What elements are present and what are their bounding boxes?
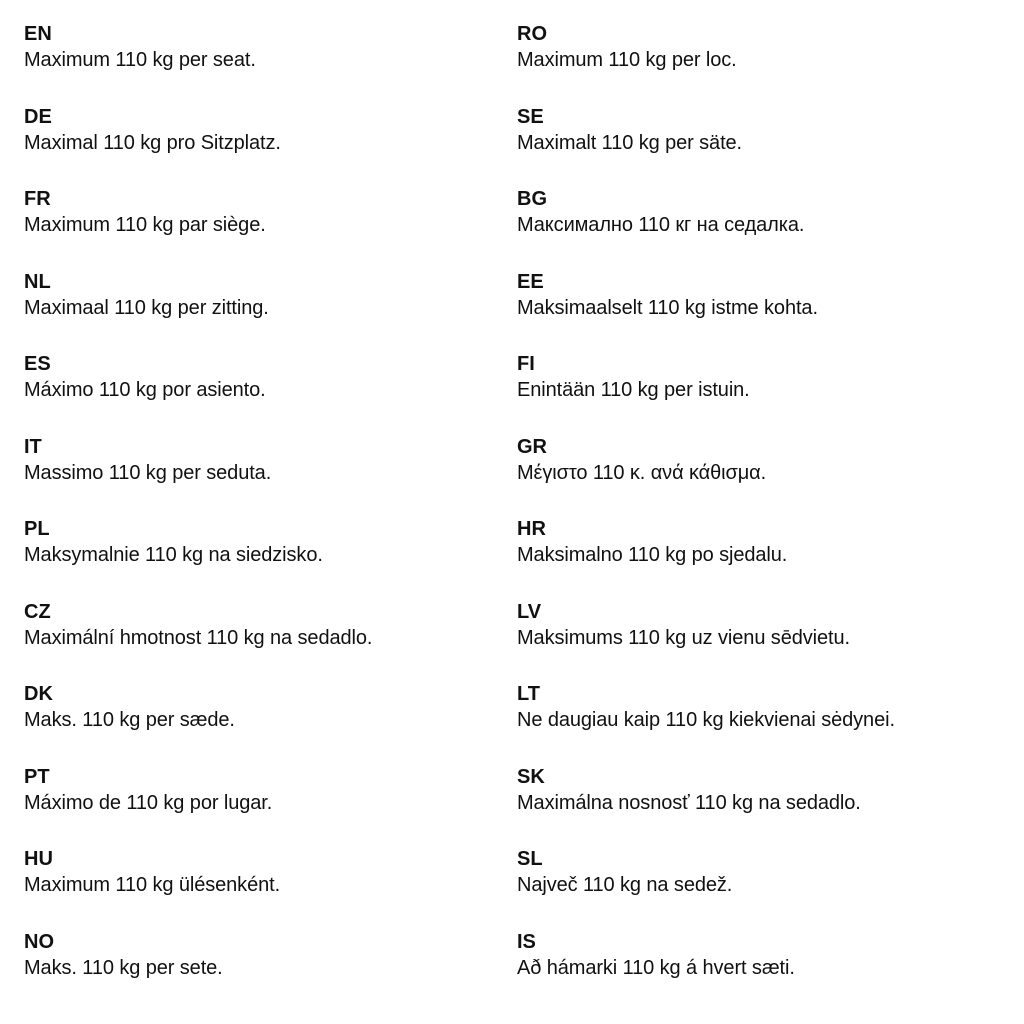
language-entry: HU Maximum 110 kg ülésenként. bbox=[24, 847, 372, 930]
weight-limit-text: Μέγιστο 110 κ. ανά κάθισμα. bbox=[517, 461, 767, 484]
language-code: LT bbox=[517, 683, 540, 705]
language-code: ES bbox=[24, 353, 51, 375]
weight-limit-text: Maksymalnie 110 kg na siedzisko. bbox=[24, 544, 323, 566]
language-code: RO bbox=[517, 23, 547, 45]
weight-limit-text: Максимално 110 кг на седалка. bbox=[517, 214, 805, 236]
weight-limit-text: Maximum 110 kg ülésenként. bbox=[24, 874, 281, 896]
language-entry: BG Максимално 110 кг на седалка. bbox=[517, 187, 895, 270]
language-code: GR bbox=[517, 435, 547, 458]
left-column: EN Maximum 110 kg per seat. DE Maximal 110 … bbox=[24, 22, 372, 1012]
language-code: EN bbox=[24, 23, 52, 45]
language-entry: LV Maksimums 110 kg uz vienu sēdvietu. bbox=[517, 600, 895, 683]
language-entry: IT Massimo 110 kg per seduta. bbox=[24, 435, 372, 518]
language-code: DE bbox=[24, 105, 52, 128]
weight-limit-text: Massimo 110 kg per seduta. bbox=[24, 461, 272, 484]
language-code: CZ bbox=[24, 600, 51, 623]
language-code: BG bbox=[517, 188, 547, 210]
language-code: FI bbox=[517, 353, 535, 375]
language-code: IT bbox=[24, 435, 42, 458]
weight-limit-text: Največ 110 kg na sedež. bbox=[517, 874, 733, 896]
weight-limit-text: Maximalt 110 kg per säte. bbox=[517, 131, 743, 154]
weight-limit-text: Maximum 110 kg per loc. bbox=[517, 49, 737, 71]
language-entry: NO Maks. 110 kg per sete. bbox=[24, 930, 372, 1013]
language-entry: EE Maksimaalselt 110 kg istme kohta. bbox=[517, 270, 895, 353]
weight-limit-text: Maximal 110 kg pro Sitzplatz. bbox=[24, 131, 281, 154]
language-entry: FI Enintään 110 kg per istuin. bbox=[517, 352, 895, 435]
language-entry: RO Maximum 110 kg per loc. bbox=[517, 22, 895, 105]
weight-limit-text: Enintään 110 kg per istuin. bbox=[517, 379, 750, 401]
language-entry: SK Maximálna nosnosť 110 kg na sedadlo. bbox=[517, 765, 895, 848]
language-entry: NL Maximaal 110 kg per zitting. bbox=[24, 270, 372, 353]
weight-limit-text: Ne daugiau kaip 110 kg kiekvienai sėdyne… bbox=[517, 709, 895, 731]
language-code: SE bbox=[517, 105, 544, 128]
weight-limit-text: Að hámarki 110 kg á hvert sæti. bbox=[517, 956, 795, 979]
language-entry: DK Maks. 110 kg per sæde. bbox=[24, 682, 372, 765]
weight-limit-text: Maximální hmotnost 110 kg na sedadlo. bbox=[24, 626, 373, 649]
language-code: PL bbox=[24, 518, 50, 540]
language-entry: SL Največ 110 kg na sedež. bbox=[517, 847, 895, 930]
language-code: HR bbox=[517, 518, 546, 540]
weight-limit-text: Maks. 110 kg per sæde. bbox=[24, 709, 235, 731]
language-code: DK bbox=[24, 683, 53, 705]
weight-limit-text: Maximum 110 kg par siège. bbox=[24, 214, 266, 236]
language-entry: PL Maksymalnie 110 kg na siedzisko. bbox=[24, 517, 372, 600]
weight-limit-text: Maximum 110 kg per seat. bbox=[24, 49, 256, 71]
language-entry: FR Maximum 110 kg par siège. bbox=[24, 187, 372, 270]
language-entry: LT Ne daugiau kaip 110 kg kiekvienai sėdy… bbox=[517, 682, 895, 765]
language-code: HU bbox=[24, 848, 53, 870]
language-code: EE bbox=[517, 270, 544, 293]
language-code: NL bbox=[24, 270, 51, 293]
weight-limit-text: Máximo de 110 kg por lugar. bbox=[24, 791, 273, 814]
language-entry: ES Máximo 110 kg por asiento. bbox=[24, 352, 372, 435]
language-code: IS bbox=[517, 930, 536, 953]
language-code: PT bbox=[24, 765, 50, 788]
weight-limit-text: Máximo 110 kg por asiento. bbox=[24, 379, 266, 401]
language-code: SL bbox=[517, 848, 543, 870]
right-column: RO Maximum 110 kg per loc. SE Maximalt 110 … bbox=[517, 22, 895, 1012]
language-entry: DE Maximal 110 kg pro Sitzplatz. bbox=[24, 105, 372, 188]
weight-limit-text: Maximálna nosnosť 110 kg na sedadlo. bbox=[517, 791, 861, 814]
language-entry: EN Maximum 110 kg per seat. bbox=[24, 22, 372, 105]
language-code: NO bbox=[24, 930, 54, 953]
language-entry: PT Máximo de 110 kg por lugar. bbox=[24, 765, 372, 848]
weight-limit-text: Maks. 110 kg per sete. bbox=[24, 956, 223, 979]
weight-limit-text: Maksimaalselt 110 kg istme kohta. bbox=[517, 296, 818, 319]
language-code: FR bbox=[24, 188, 51, 210]
language-entry: IS Að hámarki 110 kg á hvert sæti. bbox=[517, 930, 895, 1013]
weight-limit-text: Maksimalno 110 kg po sjedalu. bbox=[517, 544, 788, 566]
weight-limit-text: Maksimums 110 kg uz vienu sēdvietu. bbox=[517, 626, 850, 649]
language-entry: GR Μέγιστο 110 κ. ανά κάθισμα. bbox=[517, 435, 895, 518]
language-entry: SE Maximalt 110 kg per säte. bbox=[517, 105, 895, 188]
weight-limit-text: Maximaal 110 kg per zitting. bbox=[24, 296, 269, 319]
language-entry: CZ Maximální hmotnost 110 kg na sedadlo. bbox=[24, 600, 372, 683]
language-entry: HR Maksimalno 110 kg po sjedalu. bbox=[517, 517, 895, 600]
language-code: SK bbox=[517, 765, 545, 788]
language-code: LV bbox=[517, 600, 542, 623]
